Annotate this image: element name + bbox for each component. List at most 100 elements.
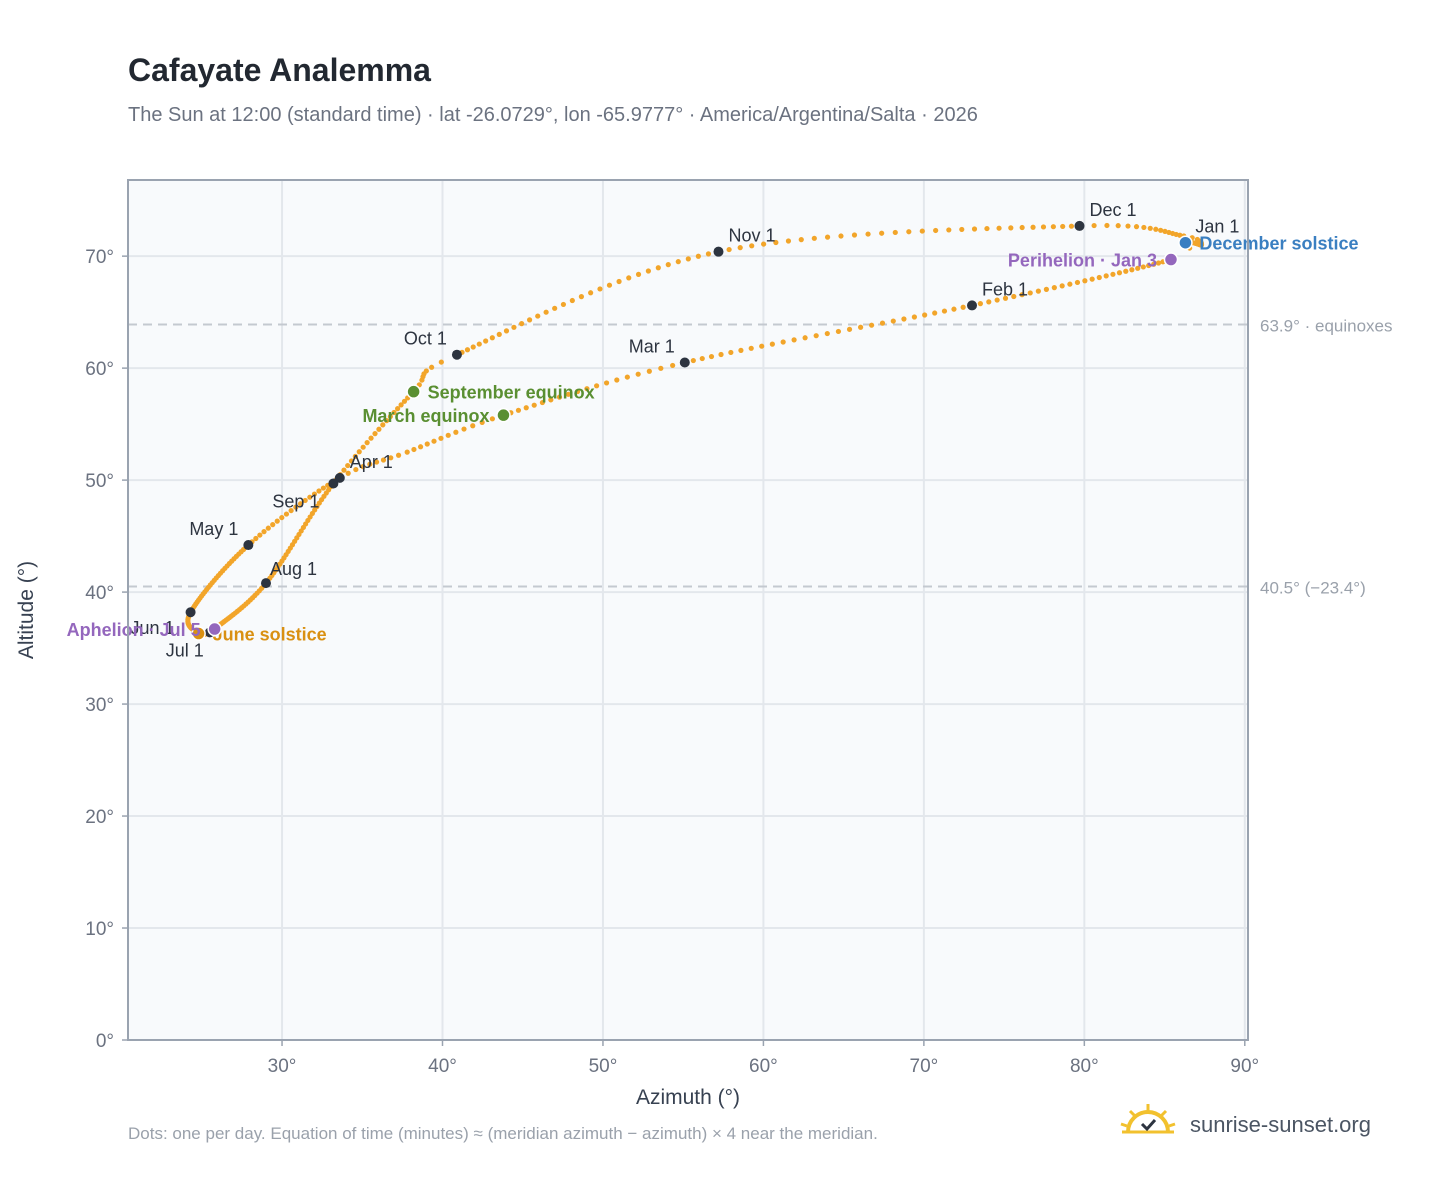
daily-sun-dot — [552, 305, 558, 311]
daily-sun-dot — [404, 449, 410, 455]
daily-sun-dot — [1027, 290, 1033, 296]
daily-sun-dot — [865, 231, 871, 237]
axis-ticks: 30° 40° 50° 60° 70° 80° 90° 0° 10° 20° 30° 40° 50° 60… — [85, 247, 1259, 1077]
daily-sun-dot — [708, 353, 715, 360]
daily-sun-dot — [645, 268, 651, 274]
daily-sun-dot — [503, 328, 510, 334]
daily-sun-dot — [785, 238, 792, 244]
daily-sun-dot — [424, 441, 430, 447]
daily-sun-dot — [270, 522, 276, 528]
brand-name: sunrise-sunset.org — [1190, 1112, 1371, 1137]
daily-sun-dot — [737, 245, 743, 251]
daily-sun-dot — [1035, 288, 1041, 294]
month-marker — [679, 357, 690, 368]
daily-sun-dot — [584, 386, 590, 392]
daily-sun-dot — [911, 314, 917, 320]
daily-sun-dot — [293, 504, 299, 510]
daily-sun-dot — [395, 406, 401, 412]
daily-sun-dot — [932, 310, 938, 316]
daily-sun-dot — [994, 297, 1000, 303]
daily-sun-dot — [685, 256, 691, 262]
daily-sun-dot — [802, 335, 808, 341]
daily-sun-dot — [749, 243, 755, 249]
daily-sun-dot — [773, 239, 779, 246]
month-marker — [185, 607, 196, 618]
month-marker — [1074, 220, 1085, 231]
chart-title: Cafayate Analemma — [128, 52, 431, 88]
daily-sun-dot — [635, 271, 642, 277]
daily-sun-dot — [769, 341, 775, 347]
daily-sun-dot — [1110, 271, 1116, 277]
daily-sun-dot — [398, 402, 404, 408]
month-label: May 1 — [189, 519, 238, 539]
daily-sun-dot — [511, 324, 517, 330]
daily-sun-dot — [699, 355, 705, 362]
y-tick-label: 30° — [85, 695, 114, 716]
daily-sun-dot — [718, 351, 724, 358]
daily-sun-dot — [423, 368, 429, 374]
daily-sun-dot — [959, 226, 965, 233]
daily-sun-dot — [728, 349, 734, 356]
daily-sun-dot — [353, 466, 359, 473]
daily-sun-dot — [341, 467, 347, 473]
daily-sun-dot — [977, 301, 983, 307]
daily-sun-dot — [367, 461, 373, 467]
daily-sun-dot — [345, 462, 351, 469]
daily-sun-dot — [635, 371, 641, 377]
reference-line-label: 63.9° · equinoxes — [1260, 316, 1393, 335]
daily-sun-dot — [851, 232, 858, 238]
daily-sun-dot — [726, 246, 732, 253]
daily-sun-dot — [297, 501, 304, 507]
daily-sun-dot — [890, 318, 896, 324]
month-label: Dec 1 — [1090, 200, 1137, 220]
daily-sun-dot — [531, 402, 537, 408]
daily-sun-dot — [384, 418, 390, 424]
daily-sun-dot — [1067, 281, 1073, 287]
daily-sun-dot — [798, 237, 804, 243]
month-label: Mar 1 — [629, 337, 675, 357]
daily-sun-dot — [526, 317, 533, 323]
daily-sun-dot — [933, 227, 939, 234]
daily-sun-dot — [279, 514, 285, 521]
daily-sun-dot — [348, 458, 355, 464]
daily-sun-dot — [824, 330, 830, 337]
daily-sun-dot — [879, 230, 885, 236]
daily-sun-dot — [813, 333, 819, 339]
month-label: Feb 1 — [982, 279, 1028, 299]
x-tick-label: 60° — [749, 1056, 778, 1077]
daily-sun-dot — [780, 339, 786, 345]
event-label: Aphelion · Jul 5 — [67, 620, 201, 640]
daily-sun-dot — [1104, 222, 1110, 229]
daily-sun-dot — [588, 290, 594, 296]
daily-sun-dot — [892, 229, 898, 236]
daily-sun-dot — [951, 306, 957, 312]
brand[interactable]: sunrise-sunset.org — [1118, 1102, 1398, 1146]
daily-sun-dot — [543, 309, 549, 315]
reference-lines: 63.9° · equinoxes 40.5° (−23.4°) — [128, 316, 1393, 597]
y-axis-label: Altitude (°) — [15, 561, 38, 659]
plot-background — [128, 180, 1248, 1040]
daily-sun-dot — [1123, 268, 1129, 274]
daily-sun-dot — [320, 485, 326, 491]
daily-sun-dot — [1002, 295, 1009, 301]
x-tick-label: 40° — [428, 1056, 457, 1077]
daily-sun-dot — [438, 359, 444, 365]
daily-sun-dot — [1147, 225, 1153, 231]
daily-sun-dot — [1151, 261, 1157, 267]
daily-sun-dot — [824, 234, 831, 240]
event-label: March equinox — [362, 406, 489, 426]
event-marker — [1178, 235, 1193, 250]
daily-sun-dot — [360, 464, 366, 470]
daily-sun-dot — [438, 435, 444, 441]
daily-sun-dot — [569, 297, 575, 304]
daily-sun-dot — [759, 343, 765, 349]
daily-sun-dot — [470, 344, 476, 350]
daily-sun-dot — [1050, 224, 1056, 230]
event-label: Perihelion · Jan 3 — [1008, 251, 1157, 271]
daily-sun-dot — [523, 405, 529, 411]
event-marker — [406, 384, 421, 399]
daily-sun-dot — [597, 286, 603, 292]
daily-sun-dot — [675, 259, 681, 265]
y-tick-label: 20° — [85, 807, 114, 828]
